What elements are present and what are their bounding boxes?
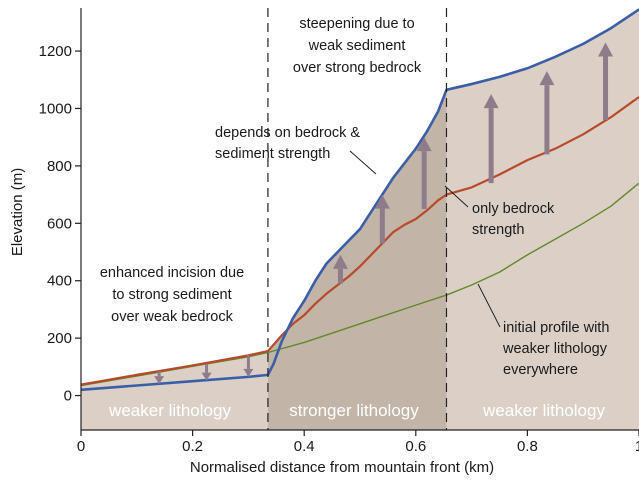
axes: 0 0.2 0.4 0.6 0.8 1 0 200 400 600 800 1000 1200: [39, 8, 639, 455]
annotation-initial-3: everywhere: [503, 362, 578, 378]
axis-titles: Normalised distance from mountain front …: [9, 168, 494, 476]
arrow-down-2: [243, 355, 254, 377]
annotation-left-2: to strong sediment: [112, 287, 231, 303]
annotation-initial-1: initial profile with: [503, 320, 609, 336]
x-axis-title: Normalised distance from mountain front …: [190, 459, 494, 476]
annotation-steepening-2: weak sediment: [308, 38, 406, 54]
zone-fill-right: [446, 9, 639, 430]
x-tick-label: 0.4: [294, 438, 315, 455]
annotation-left-3: over weak bedrock: [111, 309, 233, 325]
annotation-depends-2: sediment strength: [215, 146, 330, 162]
y-tick-label: 800: [47, 158, 72, 175]
y-tick-label: 600: [47, 215, 72, 232]
arrow-up-0: [332, 254, 348, 284]
y-tick-label: 200: [47, 330, 72, 347]
profile-lines: [80, 8, 639, 392]
annotation-steepening-3: over strong bedrock: [293, 60, 422, 76]
arrow-down-0: [154, 371, 165, 385]
change-arrows: [154, 42, 614, 385]
leader-initial: [477, 283, 501, 328]
arrow-down-0-head: [154, 376, 165, 385]
annotation-steepening-1: steepening due to: [299, 16, 414, 32]
series-line-blue: [80, 8, 639, 392]
annotation-depends-1: depends on bedrock &: [215, 125, 360, 141]
series-line-red: [80, 96, 639, 386]
leader-depends: [349, 150, 377, 175]
arrow-up-3-head: [483, 94, 499, 109]
arrow-down-1: [201, 363, 212, 381]
x-tick-label: 0.2: [182, 438, 203, 455]
arrow-down-2-shaft: [246, 355, 250, 369]
arrow-up-4-head: [539, 71, 555, 86]
arrow-up-3: [483, 94, 499, 184]
zone-fill-middle: [267, 89, 447, 430]
profile-fills: [81, 9, 639, 430]
arrow-up-3-shaft: [488, 108, 494, 184]
arrow-up-5: [598, 42, 614, 120]
zone-labels: weaker lithology stronger lithology weak…: [108, 401, 605, 420]
zone-dividers: [267, 8, 448, 430]
arrow-up-2-shaft: [421, 151, 427, 209]
arrow-up-1-shaft: [379, 208, 385, 244]
arrow-up-1-head: [374, 194, 390, 209]
x-tick-label: 0.8: [517, 438, 538, 455]
arrow-up-2: [416, 137, 432, 209]
leader-only-bedrock: [444, 185, 469, 208]
y-tick-label: 400: [47, 273, 72, 290]
series-line-green: [80, 182, 639, 387]
zone-label-middle: stronger lithology: [289, 401, 419, 420]
arrow-up-4-shaft: [544, 85, 550, 155]
arrow-up-4: [539, 71, 555, 155]
zone-label-left: weaker lithology: [108, 401, 231, 420]
arrow-down-2-head: [243, 368, 254, 377]
y-tick-label: 1000: [39, 100, 72, 117]
arrow-up-0-shaft: [337, 268, 343, 284]
y-axis-title: Elevation (m): [9, 168, 26, 256]
x-tick-label: 1: [635, 438, 639, 455]
x-tick-label: 0.6: [405, 438, 426, 455]
arrow-up-0-head: [332, 254, 348, 269]
annotation-left-1: enhanced incision due: [100, 265, 244, 281]
arrow-down-1-head: [201, 372, 212, 381]
y-tick-label: 0: [64, 388, 72, 405]
y-tick-label: 1200: [39, 43, 72, 60]
arrow-down-0-shaft: [157, 371, 161, 377]
arrow-up-1: [374, 194, 390, 244]
annotation-only-bedrock-2: strength: [472, 222, 524, 238]
annotations: steepening due to weak sediment over str…: [100, 16, 610, 378]
arrow-down-1-shaft: [205, 363, 209, 373]
zone-label-right: weaker lithology: [482, 401, 605, 420]
zone-fill-left: [81, 351, 268, 430]
x-tick-label: 0: [77, 438, 85, 455]
annotation-initial-2: weaker lithology: [502, 341, 608, 357]
arrow-up-5-head: [598, 42, 614, 57]
annotation-only-bedrock-1: only bedrock: [472, 201, 555, 217]
arrow-up-2-head: [416, 137, 432, 152]
arrow-up-5-shaft: [603, 56, 609, 120]
